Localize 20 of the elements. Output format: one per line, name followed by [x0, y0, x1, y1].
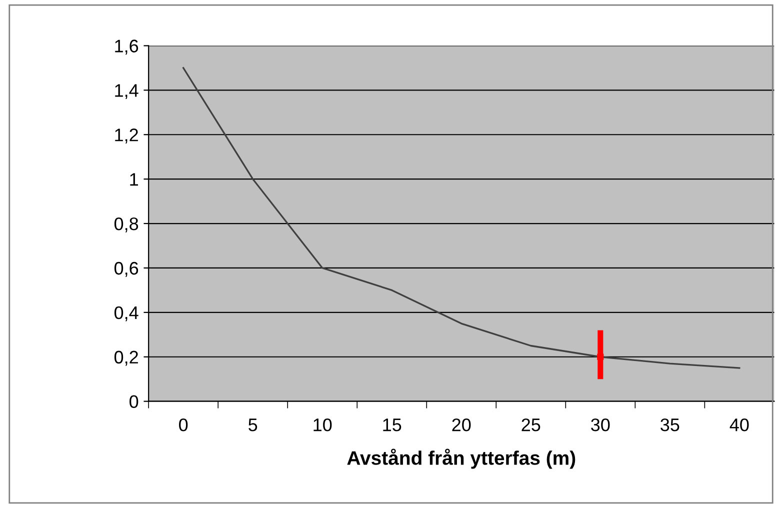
y-tick-label: 0,8 [114, 217, 138, 232]
x-tick-label: 20 [452, 418, 471, 432]
y-tick-label: 0,4 [114, 306, 138, 322]
x-tick-label: 0 [179, 418, 188, 432]
x-tick-label: 15 [383, 418, 402, 432]
x-tick-label: 25 [522, 418, 540, 432]
x-tick-label: 10 [314, 418, 332, 432]
y-tick-label: 1 [130, 173, 138, 186]
y-tick-label: 1,4 [115, 84, 138, 100]
y-tick-label: 0,6 [114, 262, 138, 277]
line-series [182, 67, 740, 369]
x-tick-label: 40 [730, 418, 749, 432]
x-axis-title: Avstånd från ytterfas (m) [347, 448, 576, 469]
y-tick-label: 1,6 [115, 40, 138, 55]
y-tick-label: 0 [130, 395, 138, 408]
y-tick-label: 1,2 [115, 128, 138, 144]
x-tick-label: 5 [248, 418, 258, 432]
x-tick-label: 30 [591, 418, 610, 432]
x-tick-label: 35 [660, 418, 680, 432]
y-tick-label: 0,2 [114, 350, 138, 366]
